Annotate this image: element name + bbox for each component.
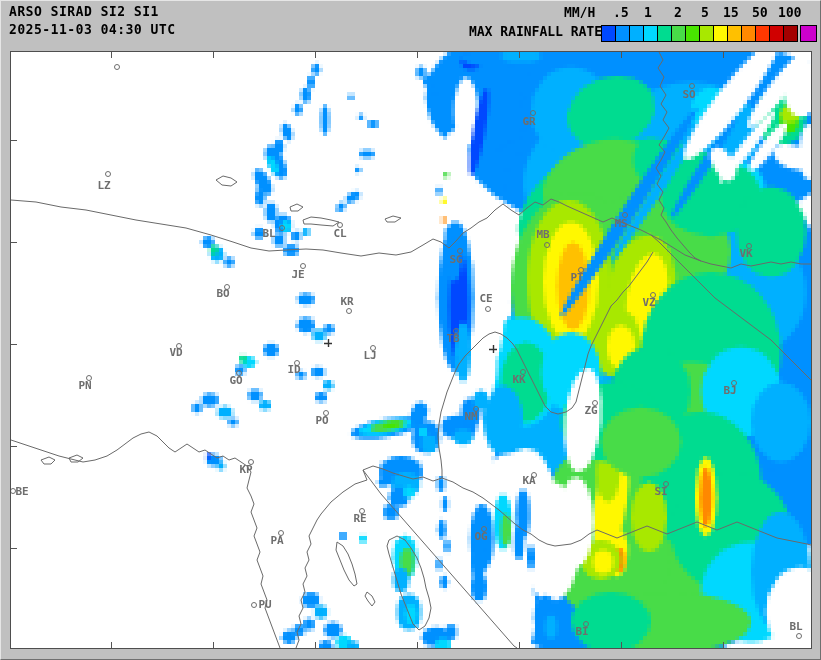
header-bar: ARSO SIRAD SI2 SI1 2025-11-03 04:30 UTC … bbox=[1, 1, 820, 51]
legend-color-cell bbox=[602, 26, 616, 41]
legend-tick-label: .5 bbox=[613, 6, 629, 21]
legend-color-cell bbox=[658, 26, 672, 41]
legend-extra-color-cell bbox=[800, 25, 817, 42]
legend-color-cell bbox=[686, 26, 700, 41]
legend-color-cell bbox=[756, 26, 770, 41]
legend-color-cell bbox=[728, 26, 742, 41]
legend-color-cell bbox=[616, 26, 630, 41]
map-panel bbox=[10, 51, 812, 649]
legend-unit-label: MM/H bbox=[564, 6, 596, 21]
legend-tick-label: 5 bbox=[701, 6, 709, 21]
legend-color-bar bbox=[601, 25, 798, 42]
legend-color-cell bbox=[714, 26, 728, 41]
legend-color-cell bbox=[672, 26, 686, 41]
timestamp: 2025-11-03 04:30 UTC bbox=[9, 23, 176, 38]
legend-color-cell bbox=[784, 26, 797, 41]
legend-tick-label: 100 bbox=[778, 6, 802, 21]
legend-title: MAX RAINFALL RATE bbox=[469, 25, 603, 40]
app-title: ARSO SIRAD SI2 SI1 bbox=[9, 5, 159, 20]
legend-color-cell bbox=[630, 26, 644, 41]
legend-tick-label: 2 bbox=[674, 6, 682, 21]
legend-color-cell bbox=[644, 26, 658, 41]
legend-tick-label: 15 bbox=[723, 6, 739, 21]
legend-tick-label: 1 bbox=[644, 6, 652, 21]
legend-color-cell bbox=[770, 26, 784, 41]
legend-tick-label: 50 bbox=[752, 6, 768, 21]
legend-color-cell bbox=[700, 26, 714, 41]
legend-color-cell bbox=[742, 26, 756, 41]
radar-map-canvas bbox=[11, 52, 811, 648]
